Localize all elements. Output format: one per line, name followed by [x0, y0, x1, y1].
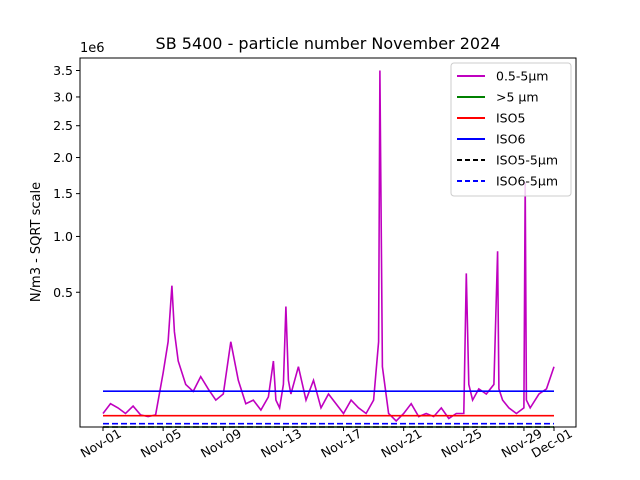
legend-label: ISO5-5µm [496, 153, 558, 168]
series-line-0 [102, 70, 555, 423]
legend-label: >5 µm [496, 90, 539, 105]
x-tick-label: Nov-17 [318, 425, 364, 460]
legend: 0.5-5µm >5 µm ISO5 ISO6 ISO5-5µm ISO6-5µm [450, 62, 572, 197]
legend-label: ISO6 [496, 132, 525, 147]
y-tick-label: 0.5 [53, 285, 73, 300]
x-tick-label: Nov-13 [258, 425, 304, 460]
legend-label: 0.5-5µm [496, 69, 548, 84]
y-tick-label: 1.0 [53, 229, 73, 244]
x-tick-label: Nov-25 [439, 425, 485, 460]
plot-frame [79, 57, 577, 428]
chart-title: SB 5400 - particle number November 2024 [156, 34, 501, 53]
legend-label: ISO5 [496, 111, 525, 126]
y-tick-label: 2.0 [53, 150, 73, 165]
x-tick-label: Nov-09 [198, 425, 244, 460]
y-tick-label: 3.5 [53, 63, 73, 78]
x-tick-label: Nov-21 [378, 425, 424, 460]
x-tick-label: Nov-01 [78, 425, 124, 460]
y-tick-label: 3.0 [53, 89, 73, 104]
y-tick-label: 2.5 [53, 118, 73, 133]
y-axis-label: N/m3 - SQRT scale [29, 182, 44, 302]
legend-label: ISO6-5µm [496, 174, 558, 189]
y-tick-label: 1.5 [53, 186, 73, 201]
x-axis-ticks: Nov-01 Nov-05 Nov-09 Nov-13 Nov-17 Nov-21 Nov-… [78, 425, 575, 460]
y-offset-label: 1e6 [80, 41, 105, 56]
x-tick-label: Nov-05 [138, 425, 184, 460]
y-axis-ticks: 0.5 1.0 1.5 2.0 2.5 3.0 3.5 [53, 63, 80, 300]
